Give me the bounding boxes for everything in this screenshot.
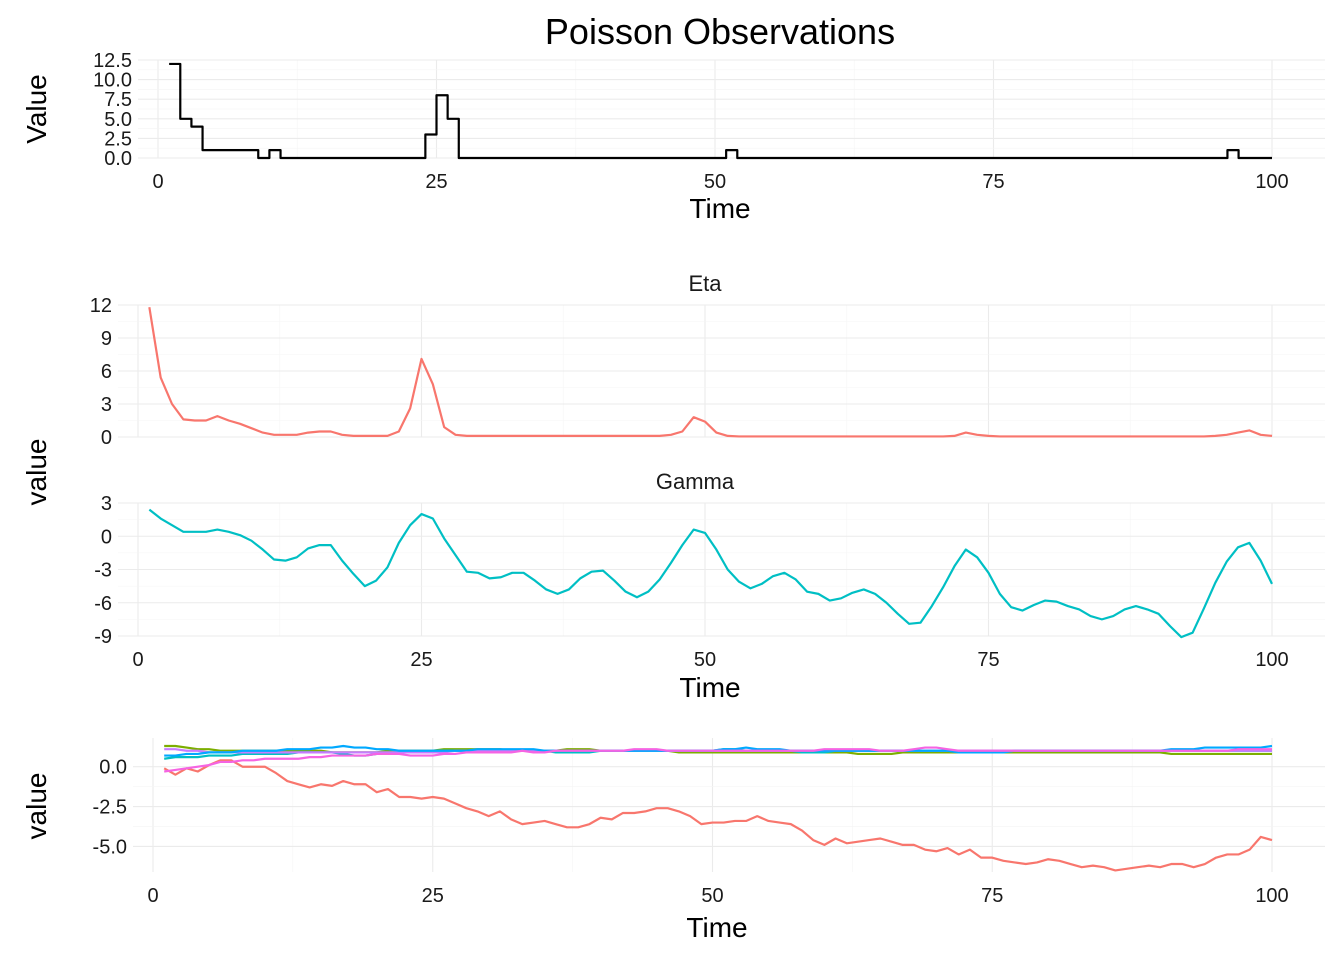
x-tick-label: 50 — [704, 171, 726, 193]
y-tick-label: -5.0 — [93, 836, 127, 858]
x-tick-label: 0 — [152, 171, 163, 193]
x-tick-label: 100 — [1255, 885, 1288, 907]
y-tick-label: 3 — [101, 493, 112, 515]
y-tick-label: 0.0 — [104, 148, 132, 170]
x-tick-label: 50 — [694, 649, 716, 671]
series-line — [163, 759, 1273, 872]
y-tick-label: 6 — [101, 361, 112, 383]
y-tick-label: 5.0 — [104, 109, 132, 131]
labels-layer: 0.02.55.07.510.012.50 25 50 75 100036912Eta-… — [21, 50, 1289, 943]
grid-layer — [118, 59, 1325, 872]
x-tick-label: 75 — [977, 649, 999, 671]
chart-title: Poisson Observations — [545, 11, 895, 52]
y-tick-label: 0 — [101, 526, 112, 548]
facet-label-eta: Eta — [688, 271, 722, 296]
x-tick-label: 25 — [410, 649, 432, 671]
x-axis-title: Time — [689, 193, 750, 224]
x-axis-title: Time — [679, 672, 740, 703]
x-tick-label: 25 — [425, 171, 447, 193]
y-tick-label: 12.5 — [93, 50, 132, 72]
x-tick-label: 0 — [132, 649, 143, 671]
y-axis-title: value — [21, 439, 52, 506]
y-tick-label: -3 — [94, 560, 112, 582]
y-tick-label: 10.0 — [93, 70, 132, 92]
y-tick-label: -2.5 — [93, 797, 127, 819]
x-tick-label: 25 — [422, 885, 444, 907]
series-layer — [148, 62, 1273, 872]
x-tick-label: 75 — [982, 171, 1004, 193]
x-tick-label: 0 — [147, 885, 158, 907]
x-tick-label: 50 — [701, 885, 723, 907]
facet-label-gamma: Gamma — [656, 469, 735, 494]
x-axis-title: Time — [686, 912, 747, 943]
y-tick-label: 7.5 — [104, 89, 132, 111]
y-tick-label: -9 — [94, 626, 112, 648]
y-axis-title: Value — [21, 74, 52, 144]
y-tick-label: 2.5 — [104, 128, 132, 150]
y-tick-label: -6 — [94, 593, 112, 615]
y-tick-label: 9 — [101, 328, 112, 350]
y-tick-label: 3 — [101, 394, 112, 416]
x-tick-label: 75 — [981, 885, 1003, 907]
series-line — [148, 307, 1273, 438]
y-tick-label: 12 — [90, 295, 112, 317]
x-tick-label: 100 — [1255, 649, 1288, 671]
y-tick-label: 0.0 — [99, 757, 127, 779]
series-line — [164, 746, 1272, 773]
x-tick-label: 100 — [1255, 171, 1288, 193]
y-axis-title: value — [21, 773, 52, 840]
series-line — [169, 62, 1272, 160]
y-tick-label: 0 — [101, 427, 112, 449]
series-line — [148, 508, 1273, 639]
